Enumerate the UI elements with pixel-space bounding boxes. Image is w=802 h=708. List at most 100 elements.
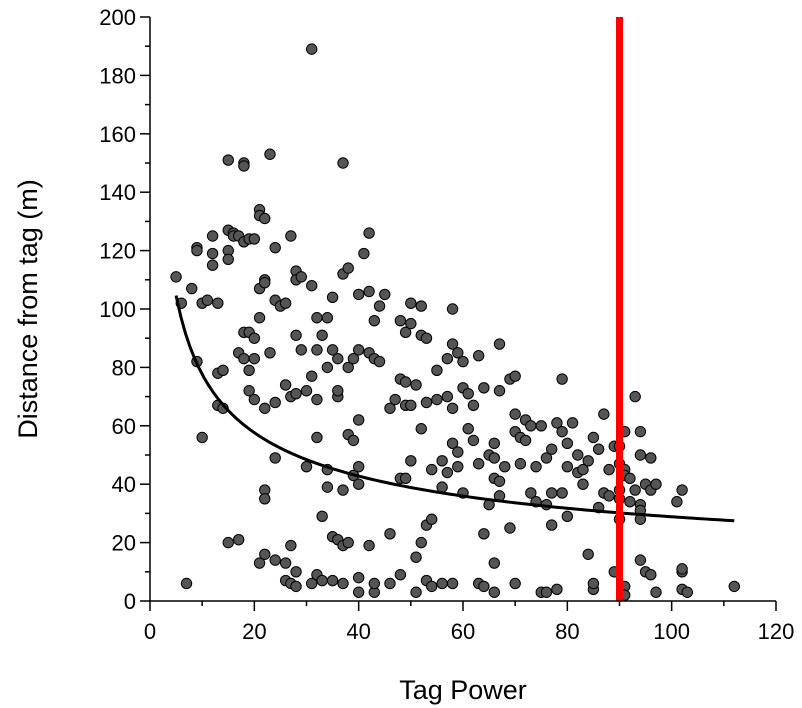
data-point — [645, 452, 657, 464]
data-point — [420, 396, 433, 409]
data-point — [248, 352, 261, 365]
data-point — [368, 577, 381, 590]
data-point — [232, 533, 245, 546]
y-axis-title: Distance from tag (m) — [13, 179, 43, 439]
data-point — [217, 364, 229, 377]
x-tick-label: 20 — [242, 619, 266, 644]
data-point — [363, 285, 375, 298]
data-point — [441, 352, 454, 365]
data-point — [352, 344, 365, 356]
data-point — [650, 586, 662, 598]
data-point — [326, 344, 339, 356]
data-point — [337, 577, 349, 590]
data-point — [452, 460, 464, 473]
data-point — [316, 510, 328, 523]
data-point — [243, 364, 255, 377]
data-point — [431, 393, 443, 406]
data-point — [316, 574, 328, 587]
data-point — [264, 148, 276, 160]
data-point — [337, 484, 349, 496]
x-tick-label: 0 — [144, 619, 156, 644]
data-point — [499, 460, 511, 473]
data-point — [545, 519, 558, 531]
data-point — [222, 536, 234, 549]
data-point — [352, 414, 365, 426]
data-point — [478, 382, 490, 394]
data-point — [426, 513, 438, 525]
data-point — [624, 496, 636, 508]
data-point — [311, 393, 323, 406]
data-point — [446, 577, 459, 590]
data-point — [446, 437, 459, 450]
data-point — [394, 314, 407, 327]
data-point — [598, 408, 610, 420]
data-point — [259, 277, 271, 289]
data-point — [634, 554, 647, 566]
data-point — [264, 347, 276, 359]
data-point — [478, 580, 490, 593]
axes — [149, 17, 776, 602]
data-point — [290, 387, 302, 400]
data-point — [420, 332, 433, 344]
data-point — [352, 478, 365, 490]
data-point — [248, 332, 261, 344]
data-point — [253, 312, 266, 324]
data-point — [201, 294, 214, 306]
data-point — [326, 291, 339, 304]
y-tick-label: 20 — [112, 531, 136, 556]
data-point — [446, 303, 459, 315]
data-point — [300, 460, 313, 473]
data-point — [488, 586, 500, 598]
data-point — [561, 510, 574, 523]
y-axis-ticks: 0 20 40 60 80 100 120 140 160 180 200 — [99, 5, 150, 614]
y-tick-label: 60 — [112, 414, 136, 439]
data-point — [493, 385, 506, 397]
data-point — [259, 402, 271, 414]
data-point — [676, 563, 688, 575]
data-point — [316, 329, 328, 341]
y-tick-label: 200 — [99, 5, 136, 30]
data-point — [488, 452, 500, 464]
data-point — [535, 420, 547, 432]
x-axis-title: Tag Power — [399, 675, 527, 705]
data-point — [269, 396, 281, 409]
data-point — [238, 160, 250, 172]
data-point — [624, 472, 636, 485]
data-point — [394, 569, 407, 581]
data-point — [259, 548, 271, 560]
x-tick-label: 120 — [758, 619, 795, 644]
data-point — [592, 443, 605, 455]
data-point — [431, 364, 443, 377]
data-point — [519, 434, 532, 447]
data-point — [587, 577, 600, 590]
data-point — [180, 577, 193, 590]
data-point — [384, 577, 396, 590]
data-point — [332, 352, 344, 365]
data-point — [556, 487, 568, 499]
data-point — [399, 376, 412, 388]
data-point — [634, 425, 647, 438]
data-point — [582, 548, 594, 560]
data-point — [206, 247, 219, 260]
data-point — [488, 557, 500, 569]
data-point — [347, 352, 360, 365]
data-point — [566, 417, 579, 429]
data-point — [300, 385, 313, 397]
data-point — [238, 352, 250, 365]
data-point — [436, 455, 448, 467]
data-point — [337, 157, 349, 169]
data-point — [259, 212, 271, 225]
data-point — [561, 437, 574, 450]
data-point — [410, 379, 422, 391]
data-point — [426, 580, 438, 593]
data-point — [399, 472, 412, 485]
x-tick-label: 80 — [555, 619, 579, 644]
data-point — [306, 370, 318, 382]
data-point — [462, 423, 474, 435]
data-point — [410, 586, 422, 598]
data-point — [311, 431, 323, 444]
data-point — [352, 460, 365, 473]
data-point — [441, 466, 454, 479]
data-point — [525, 420, 537, 432]
data-point — [650, 478, 662, 490]
